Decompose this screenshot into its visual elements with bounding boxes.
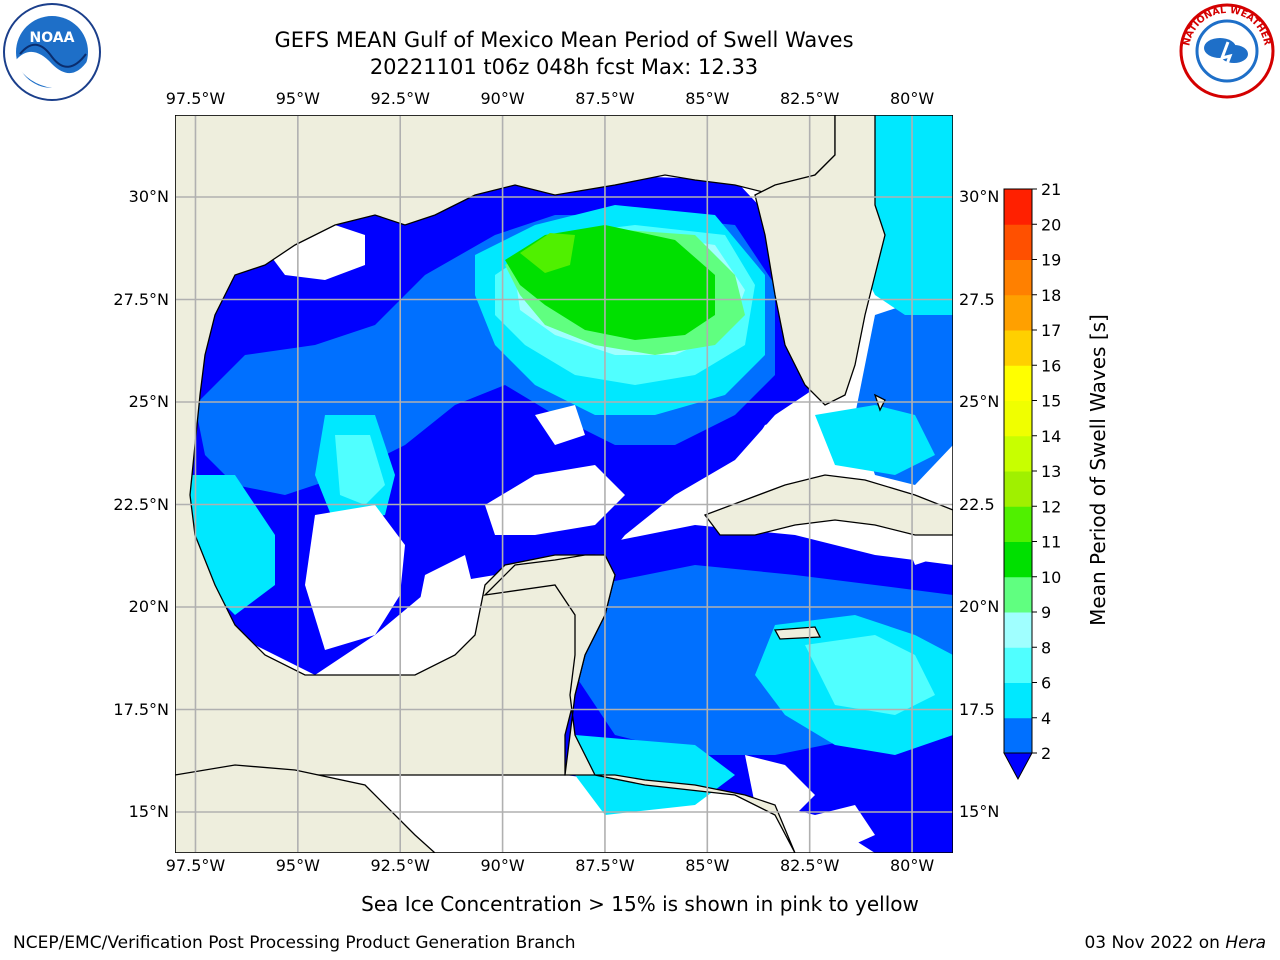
colorbar-segment: [1004, 400, 1032, 437]
lon-label-top: 95°W: [275, 89, 320, 108]
colorbar-segment: [1004, 541, 1032, 578]
colorbar-segment: [1004, 224, 1032, 260]
colorbar-tick-label: 13: [1041, 462, 1061, 481]
lat-label-left: 15°N: [128, 802, 169, 821]
map-graticule: [175, 115, 953, 853]
contour-6-8-caribbean: [805, 635, 935, 715]
credit-text: NCEP/EMC/Verification Post Processing Pr…: [13, 933, 576, 953]
colorbar-title: Mean Period of Swell Waves [s]: [1086, 314, 1110, 626]
lat-label-right: 17.5: [959, 699, 995, 719]
colorbar-tick-label: 15: [1041, 392, 1061, 411]
land-florida: [754, 115, 886, 406]
colorbar-segment: [1004, 717, 1032, 754]
colorbar-segment: [1004, 365, 1032, 401]
colorbar: 2 4 6 8 9 10 11 12 13 14 15 16 17 18 19 20 21: [1003, 180, 1061, 781]
colorbar-segment: [1004, 259, 1032, 296]
lat-label-left: 27.5°N: [113, 289, 169, 309]
lon-label-bottom: 95°W: [275, 856, 320, 875]
noaa-logo: NOAA: [3, 3, 101, 101]
lon-label-bottom: 90°W: [480, 856, 525, 875]
colorbar-tick-label: 17: [1041, 321, 1061, 340]
contour-6-8-west: [335, 435, 385, 505]
colorbar-segment: [1004, 647, 1032, 683]
colorbar-tick-label: 19: [1041, 251, 1061, 270]
colorbar-tick-label: 8: [1041, 638, 1051, 657]
lon-label-bottom: 80°W: [889, 856, 935, 875]
colorbar-tick-label: 10: [1041, 568, 1061, 587]
contour-4-6-bahamas: [815, 405, 935, 475]
colorbar-segment: [1004, 612, 1032, 648]
lon-label-top: 80°W: [889, 89, 935, 108]
colorbar-tick-label: 20: [1041, 215, 1061, 234]
colorbar-tick-label: 2: [1041, 744, 1051, 763]
lon-label-bottom: 92.5°W: [370, 856, 430, 875]
sea-ice-note: Sea Ice Concentration > 15% is shown in …: [361, 892, 919, 916]
colorbar-segment: [1004, 435, 1032, 472]
land-yucatan: [175, 554, 796, 853]
lat-label-right: 20°N: [959, 597, 1000, 616]
lon-label-top: 82.5°W: [779, 89, 840, 108]
colorbar-tick-label: 6: [1041, 674, 1051, 693]
colorbar-segment: [1004, 506, 1032, 542]
lon-label-top: 85°W: [685, 89, 730, 108]
lat-label-right: 22.5: [959, 494, 995, 514]
lat-label-right: 30°N: [959, 187, 1000, 206]
lat-label-left: 22.5°N: [113, 494, 169, 514]
lon-label-top: 97.5°W: [165, 89, 226, 108]
colorbar-tick-label: 16: [1041, 356, 1061, 375]
lat-label-left: 30°N: [128, 187, 169, 206]
colorbar-segment: [1004, 330, 1032, 366]
nws-logo: NATIONAL WEATHER SERVICE: [1176, 2, 1275, 99]
noaa-logo-text: NOAA: [30, 30, 75, 46]
colorbar-tick-label: 9: [1041, 603, 1051, 622]
lat-label-right: 25°N: [959, 392, 1000, 411]
lat-label-right: 27.5: [959, 289, 995, 309]
lon-label-bottom: 97.5°W: [165, 856, 226, 875]
map-plot: [175, 115, 953, 853]
lon-label-top: 87.5°W: [575, 89, 635, 108]
lat-label-right: 15°N: [959, 802, 1000, 821]
colorbar-tick-label: 18: [1041, 286, 1061, 305]
land-jamaica: [773, 626, 822, 640]
contour-4-6-bay: [575, 735, 735, 815]
colorbar-segment: [1004, 682, 1032, 719]
colorbar-tick-label: 12: [1041, 497, 1061, 516]
lon-label-bottom: 87.5°W: [575, 856, 635, 875]
chart-title: GEFS MEAN Gulf of Mexico Mean Period of …: [274, 28, 854, 52]
colorbar-tick-label: 11: [1041, 533, 1061, 552]
no-data-patches: [270, 225, 945, 853]
contour-11-12-gulf: [520, 233, 575, 273]
lat-label-left: 25°N: [128, 392, 169, 411]
lat-label-left: 20°N: [128, 597, 169, 616]
lon-label-top: 90°W: [480, 89, 525, 108]
colorbar-segment: [1004, 294, 1032, 331]
colorbar-tick-label: 4: [1041, 709, 1051, 728]
lat-label-left: 17.5°N: [113, 699, 169, 719]
colorbar-segment: [1004, 471, 1032, 507]
lon-label-bottom: 82.5°W: [779, 856, 840, 875]
colorbar-segment: [1004, 576, 1032, 613]
lon-label-top: 92.5°W: [370, 89, 430, 108]
date-stamp: 03 Nov 2022 on Hera: [1084, 933, 1266, 953]
lon-label-bottom: 85°W: [685, 856, 730, 875]
colorbar-under-triangle: [1003, 752, 1033, 781]
colorbar-tick-label: 14: [1041, 427, 1061, 446]
colorbar-segment: [1004, 189, 1032, 225]
chart-subtitle: 20221101 t06z 048h fcst Max: 12.33: [369, 55, 759, 79]
colorbar-tick-label: 21: [1041, 180, 1061, 199]
